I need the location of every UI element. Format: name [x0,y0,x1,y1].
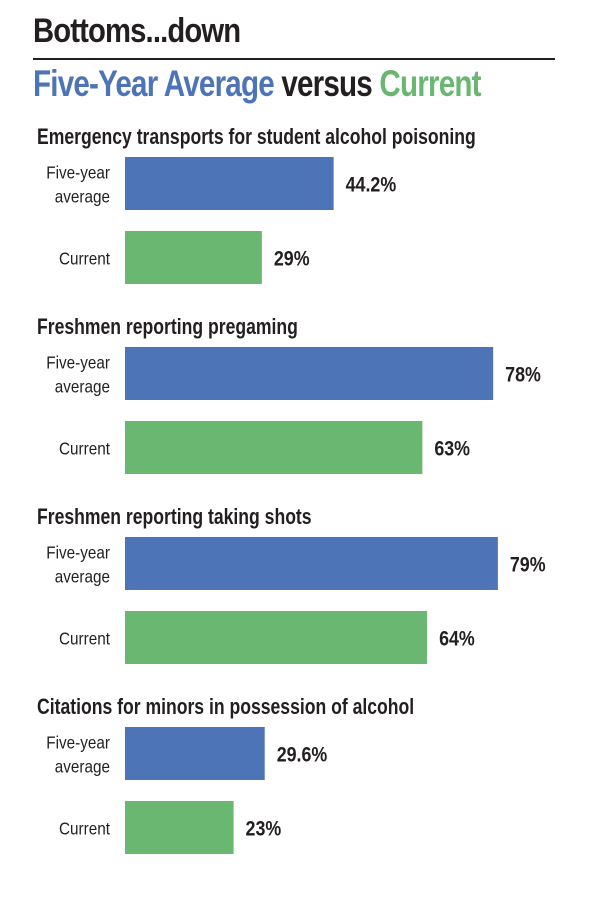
value-label: 79% [510,553,546,577]
bar-current [125,421,423,474]
series-label: Current [59,818,110,838]
group-title: Freshmen reporting pregaming [37,315,298,339]
bar-current [125,801,234,854]
series-label: Current [59,248,110,268]
series-label: Five-year [46,352,110,372]
subtitle-five-year: Five-Year Average [33,63,275,104]
value-label: 23% [246,817,282,841]
series-label: Current [59,628,110,648]
subtitle-current: Current [379,63,481,104]
bar-five-year-average [125,157,334,210]
group-title: Freshmen reporting taking shots [37,505,312,529]
value-label: 29.6% [277,743,328,767]
value-label: 63% [434,437,470,461]
series-label: average [55,186,110,206]
group-title: Emergency transports for student alcohol… [37,125,476,149]
series-label: Five-year [46,162,110,182]
value-label: 29% [274,247,310,271]
group-title: Citations for minors in possession of al… [37,695,414,719]
bar-five-year-average [125,537,498,590]
value-label: 78% [505,363,541,387]
title-text: Bottoms...down [33,12,241,50]
bar-five-year-average [125,727,265,780]
title-divider [33,58,555,60]
value-label: 64% [439,627,475,651]
subtitle-versus: versus [273,63,380,104]
series-label: Current [59,438,110,458]
bar-five-year-average [125,347,494,400]
value-label: 44.2% [346,173,397,197]
series-label: average [55,566,110,586]
series-label: average [55,756,110,776]
page-title: Bottoms...down [33,12,241,51]
chart-subtitle: Five-Year Average versus Current [33,63,481,105]
bar-current [125,611,428,664]
series-label: Five-year [46,542,110,562]
bar-current [125,231,262,284]
series-label: Five-year [46,732,110,752]
series-label: average [55,376,110,396]
